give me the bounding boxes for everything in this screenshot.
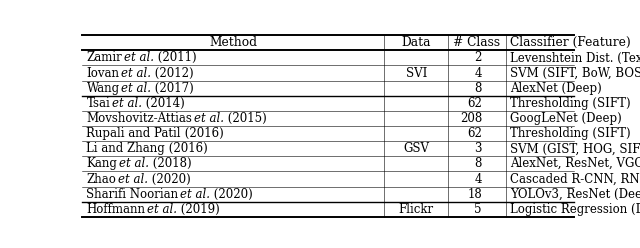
Text: et al.: et al.: [118, 173, 148, 186]
Text: Classifier (Feature): Classifier (Feature): [509, 36, 630, 49]
Text: Logistic Regression (Deep ): Logistic Regression (Deep ): [509, 203, 640, 216]
Text: (2011): (2011): [154, 51, 196, 64]
Text: (2015): (2015): [224, 112, 267, 125]
Text: (2012): (2012): [151, 66, 193, 80]
Text: (2016): (2016): [165, 142, 208, 155]
Text: AlexNet (Deep): AlexNet (Deep): [509, 82, 602, 95]
Text: 5: 5: [474, 203, 482, 216]
Text: Kang: Kang: [86, 157, 117, 170]
Text: (2017): (2017): [151, 82, 194, 95]
Text: 8: 8: [475, 82, 482, 95]
Text: AlexNet, ResNet, VGG (Deep): AlexNet, ResNet, VGG (Deep): [509, 157, 640, 170]
Text: Levenshtein Dist. (Text, Gabor): Levenshtein Dist. (Text, Gabor): [509, 51, 640, 64]
Text: (2020): (2020): [210, 188, 253, 201]
Text: GoogLeNet (Deep): GoogLeNet (Deep): [509, 112, 621, 125]
Text: 8: 8: [475, 157, 482, 170]
Text: Flickr: Flickr: [399, 203, 434, 216]
Text: Wang: Wang: [86, 82, 120, 95]
Text: (2016): (2016): [181, 127, 224, 140]
Text: Li and Zhang: Li and Zhang: [86, 142, 165, 155]
Text: 18: 18: [467, 188, 482, 201]
Text: Tsai: Tsai: [86, 97, 110, 110]
Text: # Class: # Class: [454, 36, 500, 49]
Text: 4: 4: [474, 66, 482, 80]
Text: Rupali and Patil: Rupali and Patil: [86, 127, 181, 140]
Text: 62: 62: [467, 127, 482, 140]
Text: (2019): (2019): [177, 203, 220, 216]
Text: GSV: GSV: [403, 142, 429, 155]
Text: et al.: et al.: [112, 97, 141, 110]
Text: (2020): (2020): [148, 173, 191, 186]
Text: 3: 3: [474, 142, 482, 155]
Text: YOLOv3, ResNet (Deep ): YOLOv3, ResNet (Deep ): [509, 188, 640, 201]
Text: Zamir: Zamir: [86, 51, 122, 64]
Text: 4: 4: [474, 173, 482, 186]
Text: Iovan: Iovan: [86, 66, 120, 80]
Text: Thresholding (SIFT): Thresholding (SIFT): [509, 97, 630, 110]
Text: et al.: et al.: [194, 112, 224, 125]
Text: 62: 62: [467, 97, 482, 110]
Text: et al.: et al.: [147, 203, 177, 216]
Text: SVM (GIST, HOG, SIFT): SVM (GIST, HOG, SIFT): [509, 142, 640, 155]
Text: 208: 208: [460, 112, 482, 125]
Text: 2: 2: [475, 51, 482, 64]
Text: SVM (SIFT, BoW, BOSSA): SVM (SIFT, BoW, BOSSA): [509, 66, 640, 80]
Text: Sharifi Noorian: Sharifi Noorian: [86, 188, 179, 201]
Text: Movshovitz-Attias: Movshovitz-Attias: [86, 112, 193, 125]
Text: Cascaded R-CNN, RNN (Deep): Cascaded R-CNN, RNN (Deep): [509, 173, 640, 186]
Text: Method: Method: [209, 36, 257, 49]
Text: et al.: et al.: [121, 66, 151, 80]
Text: et al.: et al.: [121, 82, 151, 95]
Text: (2018): (2018): [149, 157, 191, 170]
Text: Zhao: Zhao: [86, 173, 116, 186]
Text: SVI: SVI: [406, 66, 427, 80]
Text: et al.: et al.: [119, 157, 149, 170]
Text: et al.: et al.: [124, 51, 154, 64]
Text: Hoffmann: Hoffmann: [86, 203, 145, 216]
Text: Thresholding (SIFT): Thresholding (SIFT): [509, 127, 630, 140]
Text: et al.: et al.: [180, 188, 210, 201]
Text: (2014): (2014): [141, 97, 184, 110]
Text: Data: Data: [402, 36, 431, 49]
